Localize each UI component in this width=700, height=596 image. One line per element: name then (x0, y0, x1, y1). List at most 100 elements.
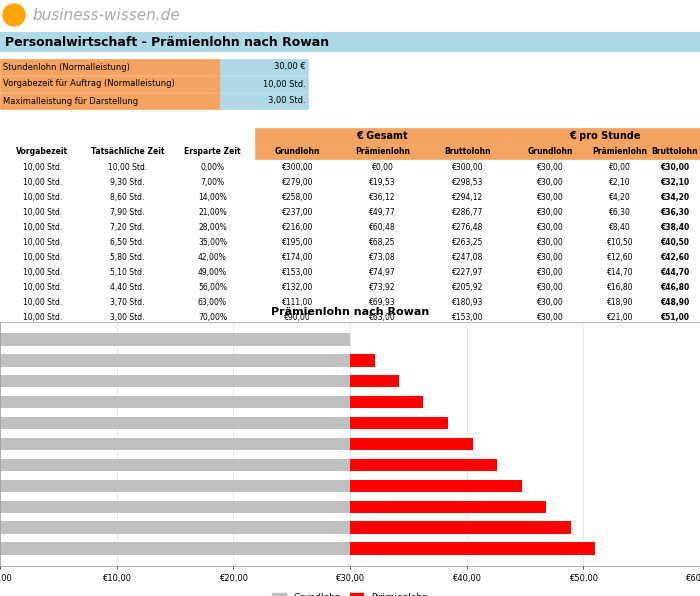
Text: €73,08: €73,08 (369, 253, 396, 262)
Bar (255, 265, 340, 280)
Bar (350, 375, 399, 387)
Bar (220, 93, 308, 109)
Bar (510, 310, 590, 325)
Text: 7,20 Std.: 7,20 Std. (111, 223, 145, 232)
Text: 21,00%: 21,00% (198, 208, 227, 217)
Bar (510, 175, 590, 190)
Bar (350, 437, 472, 450)
Text: €60,48: €60,48 (369, 223, 396, 232)
Bar (510, 190, 590, 205)
Title: Prämienlohn nach Rowan: Prämienlohn nach Rowan (271, 307, 429, 317)
Bar (255, 280, 340, 295)
Text: business-wissen.de: business-wissen.de (32, 8, 180, 23)
Circle shape (3, 4, 25, 26)
Legend: Grundlohn, Prämienlohn: Grundlohn, Prämienlohn (269, 589, 431, 596)
Text: 10,00 Std.: 10,00 Std. (23, 223, 62, 232)
Text: €49,77: €49,77 (369, 208, 396, 217)
Bar (85, 144, 170, 160)
Bar (0, 265, 85, 280)
Bar (0, 375, 350, 387)
Text: Vorgabezeit für Auftrag (Normalleistung): Vorgabezeit für Auftrag (Normalleistung) (3, 79, 175, 88)
Bar (340, 265, 425, 280)
Text: 8,60 Std.: 8,60 Std. (111, 193, 145, 202)
Text: €0,00: €0,00 (372, 163, 393, 172)
Text: €111,00: €111,00 (282, 298, 313, 307)
Text: 49,00%: 49,00% (198, 268, 227, 277)
Bar (650, 310, 700, 325)
Text: Maximalleistung für Darstellung: Maximalleistung für Darstellung (3, 97, 138, 105)
Bar (0, 93, 220, 109)
Bar (425, 235, 510, 250)
Bar (255, 144, 340, 160)
Bar (0, 417, 350, 429)
Bar (0, 250, 85, 265)
Bar (170, 295, 255, 310)
Text: €263,25: €263,25 (452, 238, 483, 247)
Bar (170, 190, 255, 205)
Text: 10,00 Std.: 10,00 Std. (108, 163, 147, 172)
Bar (650, 175, 700, 190)
Bar (85, 310, 170, 325)
Text: €153,00: €153,00 (281, 268, 314, 277)
Text: Bruttolohn: Bruttolohn (444, 147, 491, 157)
Text: 42,00%: 42,00% (198, 253, 227, 262)
Text: €30,00: €30,00 (537, 208, 564, 217)
Bar (425, 280, 510, 295)
Text: 10,00 Std.: 10,00 Std. (23, 253, 62, 262)
Bar (255, 250, 340, 265)
Text: 3,70 Std.: 3,70 Std. (111, 298, 145, 307)
Text: €195,00: €195,00 (281, 238, 314, 247)
Bar (340, 160, 425, 175)
Text: €51,00: €51,00 (661, 313, 690, 322)
Text: €30,00: €30,00 (537, 283, 564, 292)
Text: 10,00 Std.: 10,00 Std. (23, 163, 62, 172)
Text: €12,60: €12,60 (607, 253, 634, 262)
Text: 7,90 Std.: 7,90 Std. (111, 208, 145, 217)
Text: 10,00 Std.: 10,00 Std. (23, 298, 62, 307)
Bar (255, 295, 340, 310)
Bar (0, 396, 350, 408)
Text: Prämienlohn: Prämienlohn (592, 147, 648, 157)
Text: €30,00: €30,00 (537, 313, 564, 322)
Text: 63,00%: 63,00% (198, 298, 227, 307)
Bar (340, 220, 425, 235)
Text: €42,60: €42,60 (660, 253, 689, 262)
Text: €8,40: €8,40 (609, 223, 631, 232)
Text: €0,00: €0,00 (609, 163, 631, 172)
Bar (255, 160, 340, 175)
Bar (650, 235, 700, 250)
Bar (425, 220, 510, 235)
Bar (425, 295, 510, 310)
Bar (85, 280, 170, 295)
Text: €90,00: €90,00 (284, 313, 311, 322)
Bar (255, 235, 340, 250)
Text: €205,92: €205,92 (452, 283, 483, 292)
Bar (170, 250, 255, 265)
Bar (220, 76, 308, 92)
Bar (0, 160, 85, 175)
Text: 9,30 Std.: 9,30 Std. (111, 178, 145, 187)
Bar (0, 354, 350, 367)
Text: €6,30: €6,30 (609, 208, 631, 217)
Bar (170, 265, 255, 280)
Bar (0, 175, 85, 190)
Text: €14,70: €14,70 (607, 268, 634, 277)
Bar (85, 235, 170, 250)
Text: €153,00: €153,00 (452, 313, 483, 322)
Text: €30,00: €30,00 (537, 163, 564, 172)
Text: €300,00: €300,00 (281, 163, 314, 172)
Text: €4,20: €4,20 (609, 193, 631, 202)
Text: €48,90: €48,90 (660, 298, 689, 307)
Bar (170, 280, 255, 295)
Text: Bruttolohn: Bruttolohn (652, 147, 699, 157)
Bar (170, 205, 255, 220)
Text: Tatsächliche Zeit: Tatsächliche Zeit (91, 147, 164, 157)
Bar (650, 265, 700, 280)
Text: €30,00: €30,00 (537, 178, 564, 187)
Bar (350, 396, 424, 408)
Bar (255, 310, 340, 325)
Bar (590, 205, 650, 220)
Text: €30,00: €30,00 (660, 163, 689, 172)
Bar (650, 220, 700, 235)
Bar (510, 250, 590, 265)
